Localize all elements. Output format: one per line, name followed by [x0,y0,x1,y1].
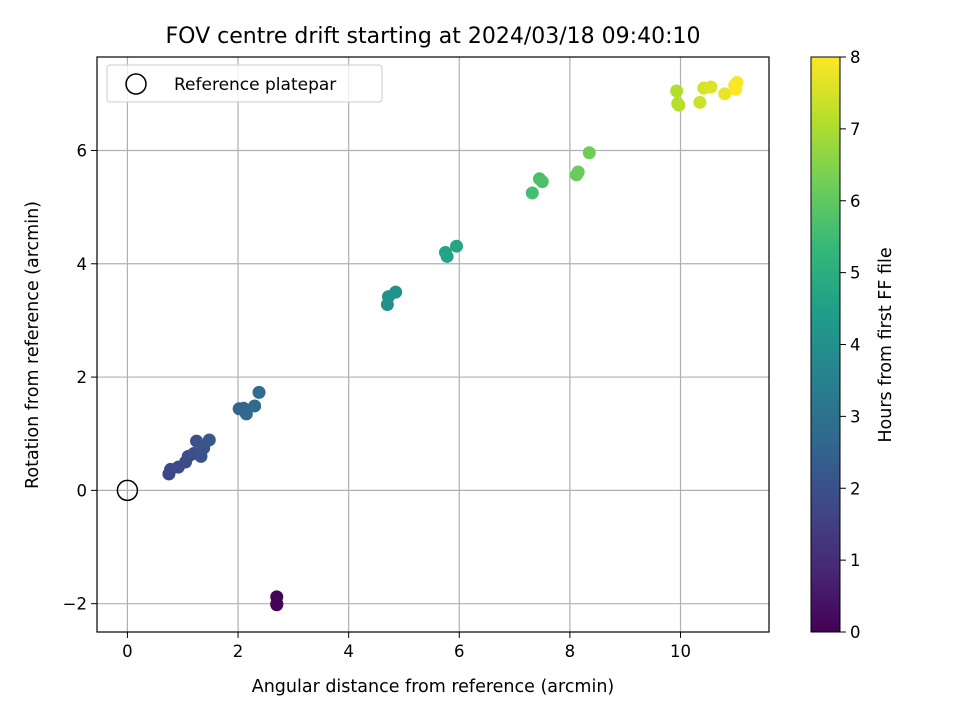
plot-frame [96,56,770,633]
y-tick-label: 0 [77,481,88,500]
legend-entry-reference-platepar: Reference platepar [174,75,336,95]
colorbar-tick-label: 1 [850,551,861,570]
grid-lines [97,57,769,632]
data-point [270,590,284,604]
colorbar-tick-label: 7 [850,120,861,139]
chart-title: FOV centre drift starting at 2024/03/18 … [166,24,701,49]
data-point [202,433,216,447]
colorbar-label: Hours from first FF file [876,247,896,442]
data-point [571,165,585,179]
y-tick-label: 6 [77,141,88,160]
data-point [248,399,262,413]
data-point [704,80,718,94]
x-axis-ticks: 0 2 4 6 8 10 [122,632,691,661]
x-tick-label: 0 [122,642,133,661]
data-point [670,84,684,98]
legend: Reference platepar [106,64,383,103]
data-points [162,75,744,612]
data-point [525,186,539,200]
colorbar-tick-label: 6 [850,192,861,211]
data-point [252,385,266,399]
x-tick-label: 4 [343,642,354,661]
data-point [440,249,454,263]
x-tick-label: 6 [454,642,465,661]
colorbar-ticks: 0 1 2 3 4 5 6 7 8 [840,48,861,642]
x-axis-label: Angular distance from reference (arcmin) [252,677,615,697]
legend-reference-marker [125,73,147,95]
colorbar-tick-label: 5 [850,264,861,283]
colorbar-tick-label: 8 [850,48,861,67]
x-tick-label: 8 [565,642,576,661]
colorbar-tick-label: 2 [850,479,861,498]
data-point [239,407,253,421]
data-point [450,239,464,253]
colorbar-tick-label: 3 [850,407,861,426]
y-axis-ticks: −2 0 2 4 6 [63,141,97,614]
colorbar [810,56,841,633]
reference-platepar-marker [116,479,139,502]
data-point [389,285,403,299]
colorbar-tick-label: 0 [850,623,861,642]
y-tick-label: 2 [77,368,88,387]
x-tick-label: 10 [670,642,691,661]
data-point [718,87,732,101]
data-point [729,82,743,96]
data-point [693,95,707,109]
x-tick-label: 2 [233,642,244,661]
legend-box [106,64,383,103]
y-tick-label: −2 [63,595,87,614]
data-point [672,98,686,112]
y-axis-label: Rotation from reference (arcmin) [23,201,43,489]
data-point [535,175,549,189]
colorbar-tick-label: 4 [850,336,861,355]
data-point [582,146,596,160]
y-tick-label: 4 [77,255,88,274]
